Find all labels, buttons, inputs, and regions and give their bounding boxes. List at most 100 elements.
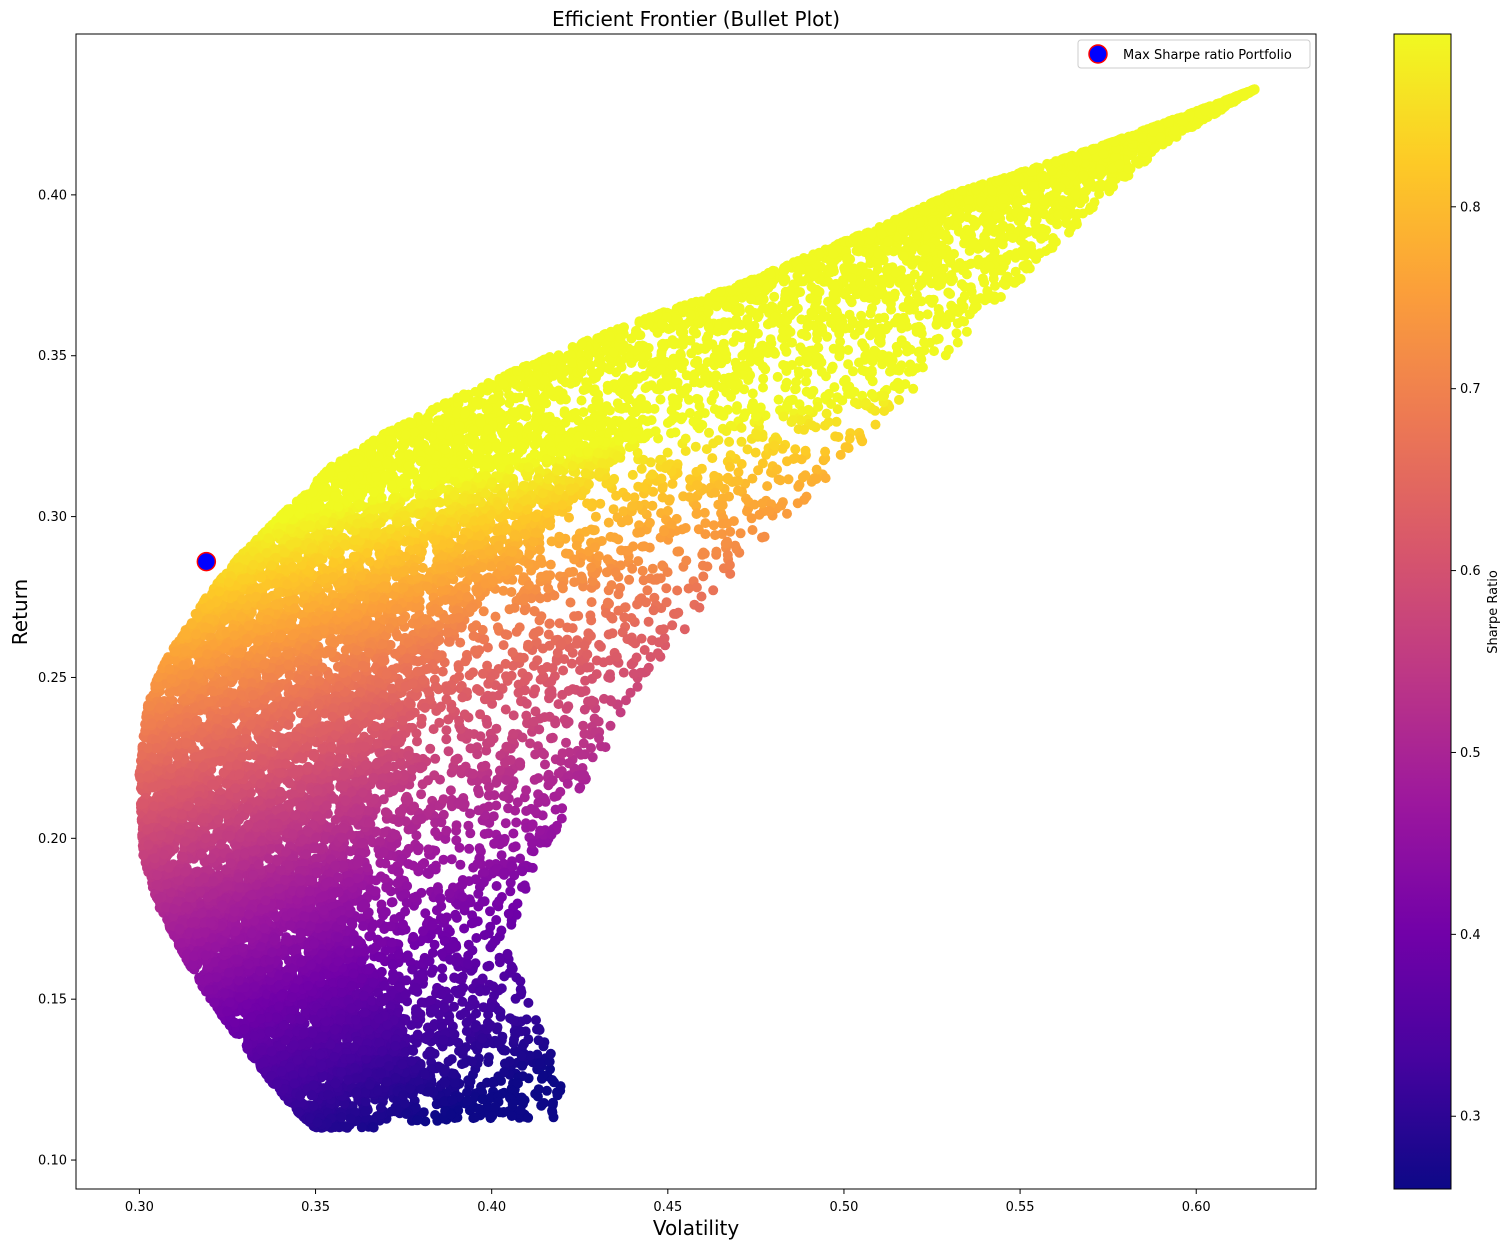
scatter-point bbox=[823, 417, 834, 428]
scatter-point bbox=[661, 583, 672, 594]
scatter-point bbox=[489, 790, 500, 801]
scatter-point bbox=[652, 648, 663, 659]
scatter-point bbox=[605, 720, 616, 731]
scatter-point bbox=[822, 331, 833, 342]
scatter-point bbox=[725, 568, 736, 579]
scatter-point bbox=[500, 704, 511, 715]
scatter-point bbox=[929, 346, 939, 357]
chart-title: Efficient Frontier (Bullet Plot) bbox=[552, 7, 840, 31]
scatter-point bbox=[561, 737, 571, 748]
scatter-point bbox=[443, 714, 454, 725]
scatter-point bbox=[477, 624, 488, 635]
scatter-point bbox=[455, 859, 466, 870]
scatter-point bbox=[816, 366, 827, 377]
scatter-point bbox=[742, 444, 753, 455]
scatter-point bbox=[606, 611, 617, 622]
scatter-point bbox=[475, 731, 486, 742]
scatter-point bbox=[690, 441, 701, 452]
scatter-point bbox=[451, 820, 462, 831]
scatter-point bbox=[534, 544, 545, 555]
scatter-point bbox=[736, 436, 747, 447]
scatter-point bbox=[914, 281, 924, 291]
scatter-point bbox=[618, 667, 629, 678]
scatter-point bbox=[540, 759, 550, 770]
scatter-point bbox=[961, 326, 972, 337]
scatter-point bbox=[530, 706, 541, 717]
scatter-point bbox=[811, 464, 822, 475]
scatter-point bbox=[557, 803, 568, 814]
scatter-point bbox=[547, 1107, 558, 1118]
scatter-point bbox=[604, 405, 615, 416]
scatter-point bbox=[574, 783, 585, 794]
scatter-point bbox=[564, 512, 574, 523]
scatter-point bbox=[430, 827, 441, 837]
scatter-point bbox=[484, 960, 495, 971]
scatter-point bbox=[491, 881, 502, 891]
scatter-point bbox=[379, 873, 390, 884]
scatter-point bbox=[511, 817, 522, 828]
scatter-point bbox=[752, 328, 763, 339]
scatter-point bbox=[580, 384, 591, 395]
scatter-point bbox=[437, 963, 448, 974]
scatter-point bbox=[636, 463, 647, 474]
scatter-point bbox=[653, 637, 664, 648]
scatter-point bbox=[563, 716, 574, 727]
scatter-point bbox=[658, 624, 669, 635]
scatter-point bbox=[843, 359, 854, 370]
scatter-point bbox=[555, 786, 566, 797]
scatter-point bbox=[479, 829, 490, 839]
scatter-point bbox=[413, 842, 424, 853]
scatter-point bbox=[560, 548, 571, 559]
scatter-point bbox=[430, 753, 441, 764]
scatter-point bbox=[952, 337, 963, 348]
scatter-point bbox=[613, 589, 624, 600]
scatter-point bbox=[463, 820, 474, 831]
scatter-point bbox=[662, 447, 673, 458]
scatter-point bbox=[587, 752, 598, 763]
scatter-point bbox=[627, 469, 638, 480]
scatter-point bbox=[672, 585, 683, 596]
scatter-point bbox=[753, 465, 764, 476]
scatter-point bbox=[463, 939, 474, 950]
scatter-point bbox=[485, 906, 495, 917]
scatter-point bbox=[586, 615, 597, 626]
scatter-point bbox=[990, 280, 1000, 291]
scatter-point bbox=[829, 382, 840, 393]
scatter-point bbox=[609, 532, 620, 543]
scatter-point bbox=[794, 356, 805, 367]
scatter-point bbox=[455, 637, 466, 648]
scatter-point bbox=[416, 997, 427, 1008]
scatter-point bbox=[595, 641, 606, 652]
scatter-point bbox=[590, 511, 601, 522]
scatter-point bbox=[624, 574, 635, 585]
scatter-point bbox=[656, 350, 667, 361]
scatter-point bbox=[811, 474, 822, 484]
scatter-point bbox=[894, 394, 904, 405]
scatter-point bbox=[565, 597, 576, 608]
scatter-point bbox=[460, 393, 470, 403]
scatter-point bbox=[425, 743, 436, 754]
scatter-point bbox=[576, 395, 587, 406]
scatter-point bbox=[860, 366, 871, 377]
scatter-point bbox=[631, 652, 642, 663]
scatter-point bbox=[699, 507, 710, 518]
scatter-point bbox=[951, 328, 962, 339]
scatter-point bbox=[552, 820, 562, 831]
scatter-point bbox=[879, 406, 890, 416]
scatter-point bbox=[735, 528, 746, 539]
scatter-point bbox=[454, 842, 465, 853]
scatter-point bbox=[544, 618, 555, 629]
scatter-point bbox=[459, 923, 470, 934]
scatter-point bbox=[487, 698, 498, 709]
scatter-point bbox=[441, 725, 452, 736]
scatter-point bbox=[831, 416, 842, 427]
scatter-point bbox=[505, 886, 516, 897]
scatter-point bbox=[747, 473, 758, 484]
scatter-point bbox=[696, 591, 707, 602]
scatter-point bbox=[593, 716, 604, 727]
scatter-point bbox=[891, 341, 902, 352]
scatter-point bbox=[400, 906, 411, 917]
scatter-point bbox=[1048, 233, 1058, 243]
scatter-point bbox=[637, 565, 648, 576]
scatter-points bbox=[134, 84, 1260, 1133]
